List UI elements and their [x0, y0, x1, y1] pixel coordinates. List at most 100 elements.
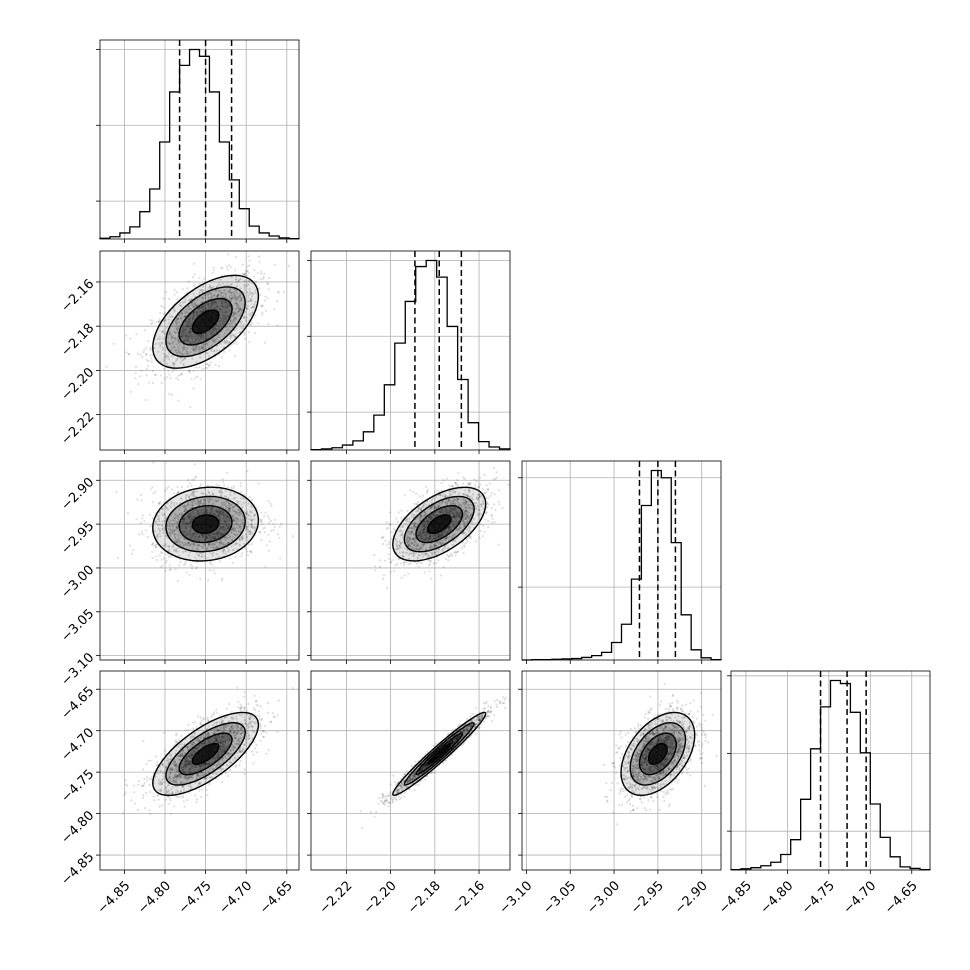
sample-point — [204, 533, 207, 536]
sample-point — [175, 516, 178, 519]
sample-point — [196, 490, 199, 493]
sample-point — [217, 334, 220, 337]
sample-point — [223, 317, 226, 320]
sample-point — [224, 316, 227, 319]
sample-point — [382, 535, 385, 538]
sample-point — [274, 518, 277, 522]
sample-point — [479, 530, 482, 533]
sample-point — [225, 525, 228, 528]
sample-point — [229, 283, 232, 286]
sample-point — [168, 297, 171, 301]
sample-point — [221, 480, 225, 483]
sample-point — [188, 507, 191, 510]
sample-point — [194, 534, 198, 537]
sample-point — [225, 500, 228, 503]
sample-point — [243, 273, 246, 276]
sample-point — [220, 302, 223, 305]
sample-point — [210, 295, 213, 298]
sample-point — [249, 530, 252, 534]
sample-point — [212, 551, 215, 555]
sample-point — [202, 343, 205, 346]
sample-point — [180, 312, 183, 315]
sample-point — [485, 484, 488, 487]
sample-point — [168, 525, 171, 528]
sample-point — [176, 339, 179, 342]
sample-point — [223, 284, 226, 287]
sample-point — [227, 522, 230, 526]
sample-point — [246, 514, 249, 517]
sample-point — [217, 325, 220, 328]
sample-point — [203, 500, 206, 504]
sample-point — [196, 334, 199, 337]
sample-point — [184, 310, 187, 313]
sample-point — [193, 262, 196, 265]
sample-point — [238, 309, 241, 312]
sample-point — [243, 280, 246, 283]
sample-point — [191, 495, 194, 498]
sample-point — [237, 511, 241, 515]
sample-point — [184, 560, 187, 563]
sample-point — [247, 531, 250, 534]
sample-point — [254, 289, 257, 292]
sample-point — [163, 319, 167, 322]
sample-point — [231, 527, 234, 530]
sample-point — [189, 406, 192, 409]
sample-point — [186, 503, 190, 506]
sample-point — [214, 546, 217, 549]
sample-point — [230, 291, 233, 294]
sample-point — [184, 312, 187, 315]
sample-point — [388, 557, 391, 560]
sample-point — [182, 545, 185, 548]
sample-point — [260, 272, 263, 276]
sample-point — [201, 310, 204, 313]
sample-point — [234, 513, 237, 516]
sample-point — [223, 531, 226, 534]
sample-point — [192, 306, 195, 309]
sample-point — [229, 769, 232, 772]
sample-point — [192, 499, 196, 502]
sample-point — [189, 543, 192, 546]
sample-point — [178, 738, 181, 742]
sample-point — [170, 502, 173, 505]
sample-point — [217, 511, 220, 514]
sample-point — [232, 505, 235, 509]
sample-point — [164, 544, 167, 547]
sample-point — [192, 504, 195, 507]
sample-point — [222, 526, 225, 529]
sample-point — [182, 329, 185, 332]
sample-point — [389, 511, 392, 514]
sample-point — [191, 316, 194, 320]
sample-point — [163, 367, 166, 370]
sample-point — [237, 531, 240, 534]
sample-point — [227, 497, 230, 500]
sample-point — [250, 295, 253, 298]
sample-point — [219, 491, 222, 494]
sample-point — [206, 292, 209, 295]
sample-point — [209, 512, 212, 515]
sample-point — [232, 518, 235, 521]
sample-point — [214, 300, 217, 303]
sample-point — [188, 521, 191, 524]
sample-point — [206, 484, 209, 487]
sample-point — [383, 574, 386, 577]
sample-point — [240, 296, 243, 299]
sample-point — [235, 280, 238, 284]
sample-point — [236, 304, 239, 307]
sample-point — [204, 506, 207, 509]
sample-point — [249, 532, 252, 536]
sample-point — [183, 327, 186, 330]
sample-point — [195, 566, 198, 569]
sample-point — [188, 318, 191, 321]
sample-point — [222, 323, 225, 326]
sample-point — [250, 306, 253, 309]
sample-point — [192, 345, 195, 348]
sample-point — [221, 533, 224, 536]
sample-point — [226, 542, 229, 545]
sample-point — [151, 501, 155, 504]
sample-point — [154, 373, 157, 377]
sample-point — [215, 338, 218, 341]
sample-point — [182, 517, 185, 520]
sample-point — [204, 507, 207, 510]
sample-point — [154, 342, 157, 345]
sample-point — [172, 544, 175, 548]
